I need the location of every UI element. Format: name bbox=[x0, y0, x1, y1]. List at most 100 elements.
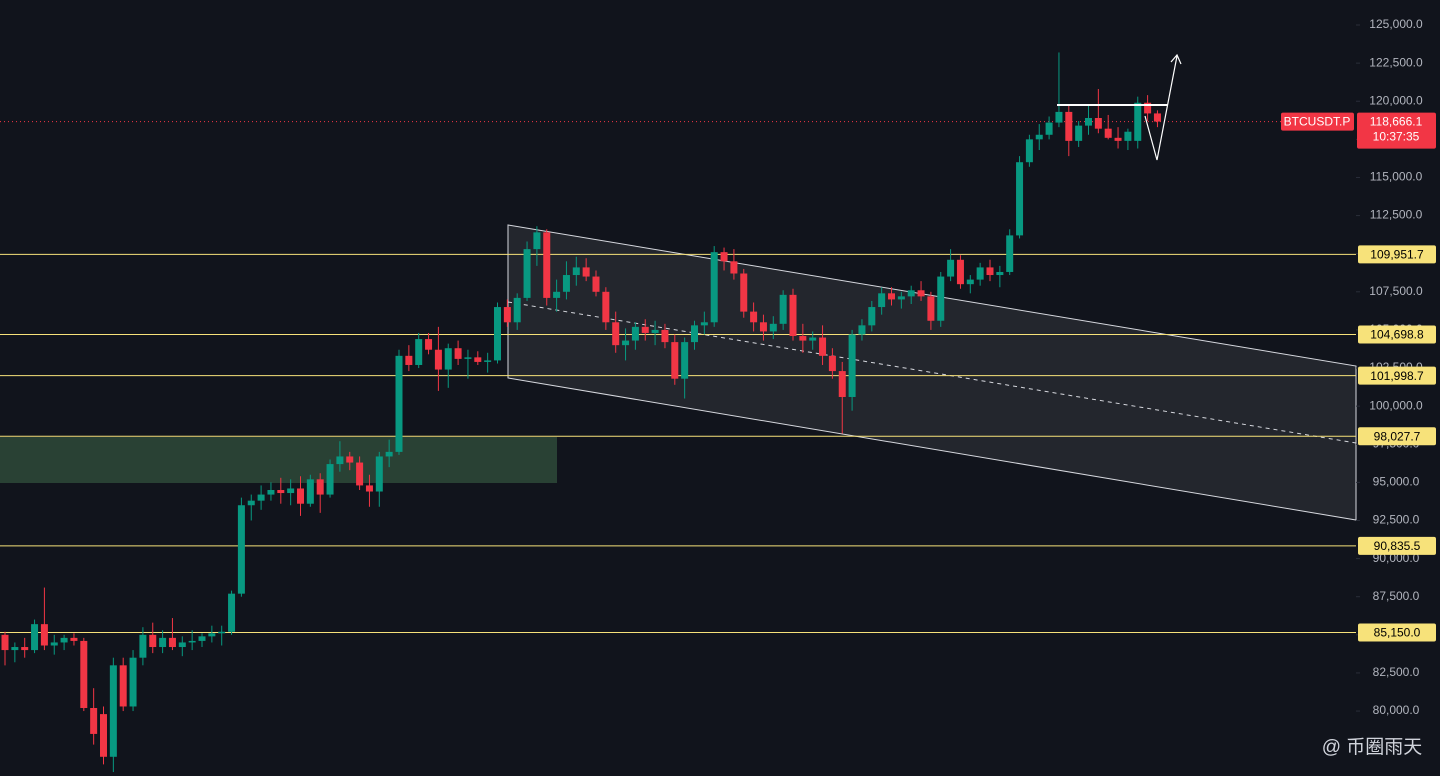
candle-body bbox=[237, 505, 245, 594]
candle-body bbox=[159, 637, 167, 648]
y-tick-label: 80,000.0 bbox=[1373, 703, 1420, 717]
candle-body bbox=[1065, 111, 1073, 141]
candle-body bbox=[149, 634, 157, 648]
candle-body bbox=[208, 633, 216, 637]
candle-body bbox=[720, 252, 728, 262]
candle-body bbox=[434, 349, 442, 370]
candle-body bbox=[474, 357, 482, 362]
arrow-head bbox=[1170, 53, 1182, 65]
candle-body bbox=[415, 339, 423, 365]
candle-body bbox=[553, 291, 561, 298]
y-tick-label: 115,000.0 bbox=[1370, 170, 1423, 184]
level-label: 104,698.8 bbox=[1370, 328, 1424, 342]
candle-body bbox=[986, 267, 994, 276]
candle-body bbox=[503, 307, 511, 323]
candle-body bbox=[1094, 118, 1102, 129]
candle-body bbox=[996, 271, 1004, 276]
candle-body bbox=[651, 329, 659, 333]
candle-body bbox=[641, 326, 649, 333]
candle-body bbox=[326, 464, 334, 495]
candle-body bbox=[1045, 122, 1053, 135]
y-tick-label: 120,000.0 bbox=[1369, 93, 1423, 107]
candle-body bbox=[543, 232, 551, 298]
candle-body bbox=[287, 488, 295, 494]
y-tick-label: 112,500.0 bbox=[1370, 208, 1423, 222]
candle-body bbox=[139, 634, 147, 658]
candle-body bbox=[533, 232, 541, 250]
candle-body bbox=[425, 339, 433, 350]
candle-body bbox=[100, 714, 107, 757]
candle-body bbox=[188, 640, 196, 643]
level-label-box bbox=[1358, 245, 1436, 264]
candle-body bbox=[1144, 102, 1152, 114]
candle-body bbox=[848, 334, 856, 397]
candle-body bbox=[523, 249, 531, 298]
candle-body bbox=[582, 267, 590, 277]
candle-body bbox=[494, 307, 501, 361]
level-label-box bbox=[1358, 427, 1436, 446]
candle-body bbox=[966, 279, 974, 285]
level-label: 90,835.5 bbox=[1374, 539, 1421, 553]
candle-body bbox=[838, 371, 846, 397]
candle-body bbox=[681, 342, 689, 379]
candle-body bbox=[336, 456, 344, 465]
candle-body bbox=[444, 348, 452, 370]
candle-body bbox=[1134, 102, 1142, 141]
candle-body bbox=[257, 494, 265, 501]
level-label-box bbox=[1358, 623, 1436, 642]
candle-body bbox=[306, 479, 314, 504]
candle-body bbox=[1006, 235, 1014, 272]
candle-body bbox=[937, 276, 945, 321]
candle-body bbox=[50, 642, 58, 646]
candle-body bbox=[1025, 139, 1033, 163]
candle-body bbox=[218, 631, 226, 634]
candle-body bbox=[405, 355, 413, 365]
candle-body bbox=[1035, 134, 1043, 140]
candle-body bbox=[168, 637, 176, 648]
price-axis: 80,000.082,500.085,000.087,500.090,000.0… bbox=[1281, 17, 1436, 717]
candle-body bbox=[1124, 131, 1132, 141]
candle-body bbox=[769, 323, 777, 332]
candle-body bbox=[819, 337, 827, 356]
symbol-label: BTCUSDT.P bbox=[1284, 115, 1351, 129]
candle-body bbox=[907, 290, 915, 297]
candle-body bbox=[21, 647, 29, 651]
candle-body bbox=[31, 624, 39, 651]
candle-body bbox=[592, 276, 600, 292]
candle-body bbox=[365, 485, 373, 492]
candle-body bbox=[888, 293, 895, 300]
candle-body bbox=[464, 357, 472, 359]
candle-body bbox=[80, 640, 88, 709]
candle-body bbox=[740, 273, 748, 312]
candle-body bbox=[947, 259, 955, 277]
candle-body bbox=[1055, 111, 1063, 123]
candle-body bbox=[799, 336, 807, 341]
y-tick-label: 87,500.0 bbox=[1373, 589, 1420, 603]
candle-body bbox=[119, 665, 127, 707]
projection-arrow bbox=[1144, 55, 1178, 161]
candle-body bbox=[356, 462, 364, 486]
candle-body bbox=[562, 275, 570, 292]
candle-body bbox=[710, 252, 718, 323]
candle-body bbox=[858, 325, 866, 335]
candle-body bbox=[612, 322, 620, 346]
candle-body bbox=[809, 337, 817, 341]
candle-body bbox=[198, 636, 206, 641]
candle-body bbox=[277, 489, 285, 494]
candle-body bbox=[129, 657, 137, 707]
level-label: 109,951.7 bbox=[1370, 248, 1424, 262]
candle-body bbox=[375, 456, 383, 492]
watermark: @ 币圈雨天 bbox=[1322, 736, 1423, 758]
candle-body bbox=[868, 307, 876, 326]
candle-body bbox=[267, 489, 275, 495]
level-label-box bbox=[1358, 366, 1436, 385]
candle-body bbox=[346, 456, 354, 463]
candle-body bbox=[759, 322, 767, 332]
candles bbox=[1, 52, 1161, 773]
level-label-box bbox=[1358, 536, 1436, 555]
candle-body bbox=[247, 500, 255, 506]
candle-body bbox=[730, 261, 738, 274]
candle-body bbox=[513, 297, 521, 323]
candle-body bbox=[1, 634, 9, 651]
